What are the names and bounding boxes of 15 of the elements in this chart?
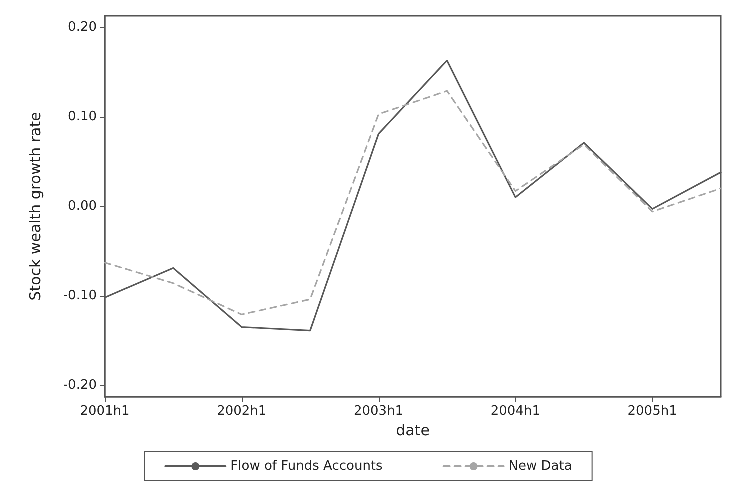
y-tick-label: 0.20 (68, 20, 97, 36)
y-tick-label: -0.10 (63, 288, 97, 304)
x-tick-label: 2001h1 (80, 404, 130, 419)
line-series (104, 90, 722, 316)
x-tick-label: 2005h1 (628, 404, 678, 419)
y-tick-label: 0.10 (68, 110, 97, 125)
y-tick-label: 0.00 (68, 199, 97, 214)
legend-label: Flow of Funds Accounts (230, 459, 384, 474)
y-axis-title: Stock wealth growth rate (26, 112, 44, 301)
x-axis-title: date (396, 422, 430, 440)
x-tick-label: 2002h1 (217, 404, 267, 419)
x-tick-label: 2004h1 (490, 404, 540, 419)
legend-label: New Data (508, 459, 572, 474)
x-tick-label: 2003h1 (354, 404, 404, 419)
y-tick-label: -0.20 (63, 378, 97, 393)
